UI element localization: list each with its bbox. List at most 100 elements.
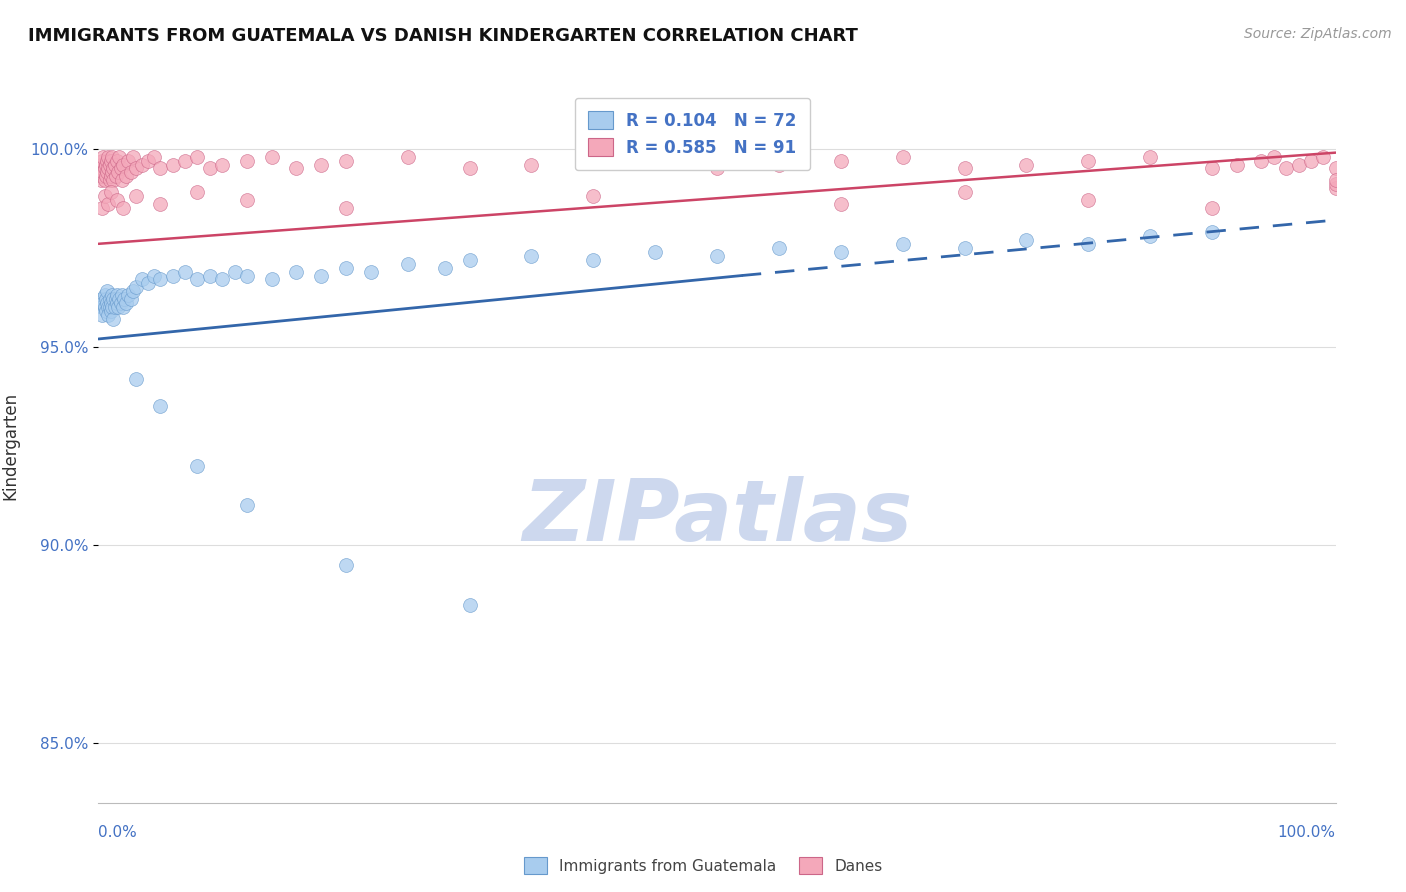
Point [1201,225,1223,239]
Point [582,189,605,203]
Point [105,153,128,168]
Point [186,458,208,473]
Point [706,161,728,176]
Text: ZIPatlas: ZIPatlas [522,475,912,559]
Point [91,153,114,168]
Point [953,186,976,200]
Point [335,153,357,168]
Point [104,293,127,307]
Point [114,296,136,310]
Point [93,300,115,314]
Point [224,264,246,278]
Point [124,280,146,294]
Point [103,312,125,326]
Point [309,157,332,171]
Point [396,150,419,164]
Point [953,161,976,176]
Point [236,153,259,168]
Point [1077,236,1099,251]
Point [186,272,208,286]
Point [97,197,120,211]
Point [136,153,159,168]
Point [101,288,124,302]
Point [93,150,115,164]
Point [520,157,543,171]
Point [91,308,114,322]
Point [1324,181,1347,195]
Point [520,249,543,263]
Point [1250,153,1272,168]
Point [98,173,121,187]
Point [1312,150,1334,164]
Point [186,186,208,200]
Text: IMMIGRANTS FROM GUATEMALA VS DANISH KINDERGARTEN CORRELATION CHART: IMMIGRANTS FROM GUATEMALA VS DANISH KIND… [28,27,858,45]
Point [174,264,197,278]
Point [97,308,120,322]
Point [768,157,790,171]
Point [768,241,790,255]
Point [236,268,259,283]
Point [149,400,172,414]
Point [236,193,259,207]
Point [104,169,127,184]
Point [103,300,125,314]
Point [644,150,666,164]
Point [706,249,728,263]
Point [101,150,124,164]
Point [117,288,139,302]
Point [98,157,121,171]
Point [131,157,153,171]
Point [97,161,120,176]
Legend: R = 0.104   N = 72, R = 0.585   N = 91: R = 0.104 N = 72, R = 0.585 N = 91 [575,97,810,169]
Point [136,277,159,291]
Point [98,293,121,307]
Point [105,193,128,207]
Point [112,300,135,314]
Point [90,173,112,187]
Point [162,268,184,283]
Point [198,268,221,283]
Point [211,272,233,286]
Point [105,288,128,302]
Point [335,201,357,215]
Point [112,201,135,215]
Point [105,296,128,310]
Point [1077,193,1099,207]
Point [120,293,142,307]
Point [97,300,120,314]
Point [108,293,131,307]
Point [101,300,124,314]
Point [285,264,308,278]
Point [93,161,115,176]
Point [94,304,117,318]
Point [1299,153,1322,168]
Point [122,285,145,299]
Point [285,161,308,176]
Point [309,268,332,283]
Point [458,598,481,612]
Point [143,268,166,283]
Point [89,161,111,176]
Point [1015,233,1038,247]
Point [111,288,134,302]
Point [1139,228,1161,243]
Point [433,260,456,275]
Point [124,189,146,203]
Legend: Immigrants from Guatemala, Danes: Immigrants from Guatemala, Danes [517,851,889,880]
Point [953,241,976,255]
Point [100,296,122,310]
Point [1288,157,1310,171]
Point [108,150,131,164]
Point [101,165,124,179]
Point [110,296,132,310]
Point [96,165,118,179]
Point [260,150,283,164]
Point [97,150,120,164]
Point [96,285,118,299]
Point [93,288,115,302]
Point [90,157,112,171]
Point [93,189,115,203]
Point [360,264,382,278]
Point [93,165,115,179]
Point [107,300,129,314]
